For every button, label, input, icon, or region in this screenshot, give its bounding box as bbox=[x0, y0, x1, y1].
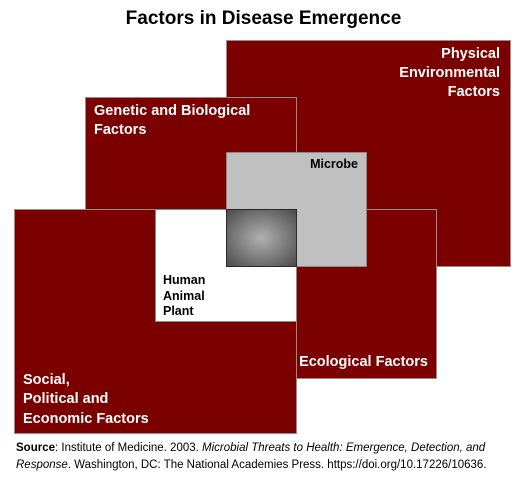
source-citation: Source: Institute of Medicine. 2003. Mic… bbox=[16, 440, 521, 474]
microbe-label: Microbe bbox=[310, 157, 358, 171]
physical-environmental-factors-label: Physical Environmental Factors bbox=[399, 46, 500, 100]
social-political-economic-factors-label: Social, Political and Economic Factors bbox=[23, 371, 149, 427]
source-text-after: . Washington, DC: The National Academies… bbox=[67, 459, 487, 471]
genetic-biological-factors-label: Genetic and Biological Factors bbox=[94, 103, 251, 138]
overlap-center-box bbox=[226, 209, 297, 267]
source-italic-title: Microbial Threats to Health: Emergence, … bbox=[16, 442, 486, 471]
host-label: Human Animal Plant bbox=[163, 273, 206, 318]
source-text-before: : Institute of Medicine. 2003. bbox=[55, 442, 203, 454]
source-label: Source bbox=[16, 442, 55, 454]
diagram-title: Factors in Disease Emergence bbox=[125, 8, 402, 29]
ecological-factors-label: Ecological Factors bbox=[299, 354, 428, 370]
